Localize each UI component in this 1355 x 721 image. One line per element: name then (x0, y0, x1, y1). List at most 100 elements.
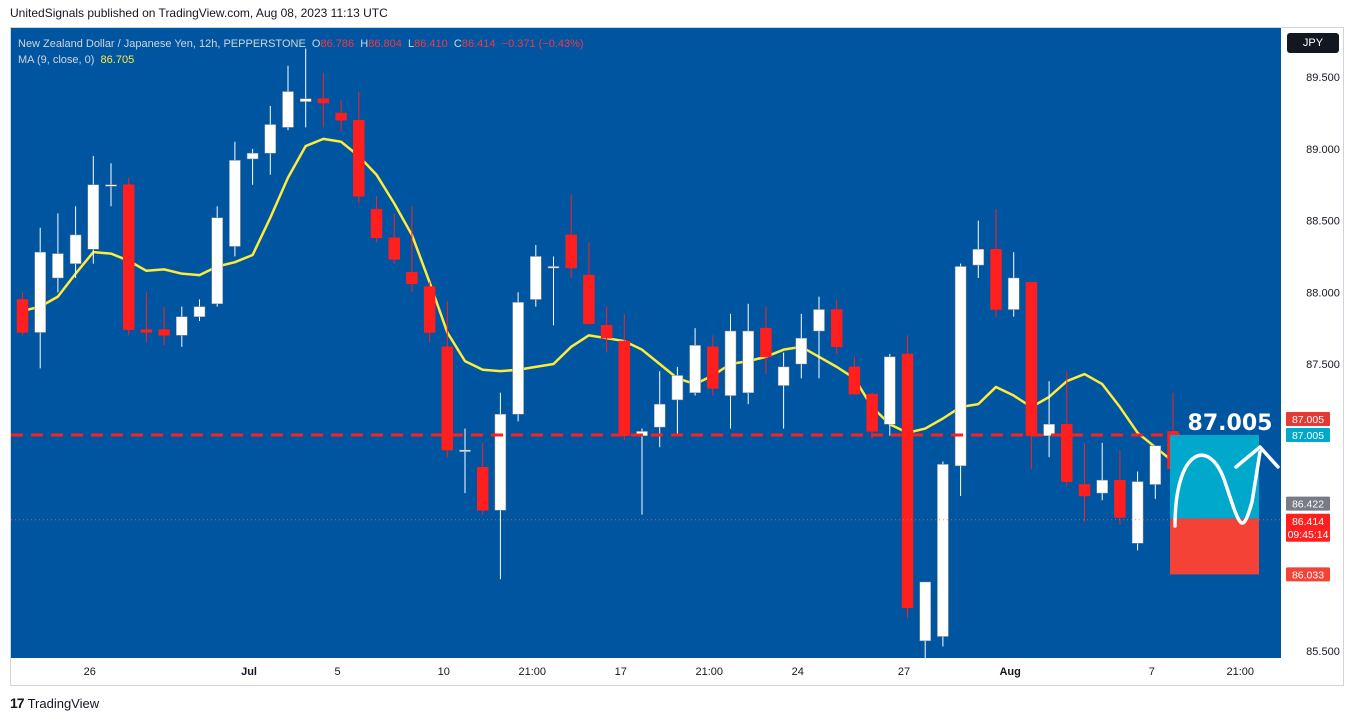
candle (176, 306, 188, 347)
currency-button[interactable]: JPY (1287, 33, 1339, 53)
candle (565, 194, 577, 278)
arrow-head-icon (1234, 445, 1280, 469)
target-zone-box (1170, 434, 1259, 519)
candle-body (476, 467, 489, 511)
time-axis-background (11, 658, 1281, 685)
candle-body (653, 403, 666, 428)
candle (742, 303, 754, 405)
candle (1061, 371, 1073, 486)
candle (707, 335, 719, 396)
candle (583, 242, 595, 325)
candle-body (423, 286, 436, 333)
candle-body (1149, 445, 1162, 485)
legend-symbol: New Zealand Dollar / Japanese Yen, 12h, … (18, 38, 306, 50)
time-tick-label: 21:00 (1226, 666, 1254, 678)
candle (830, 299, 843, 354)
time-tick-label: 26 (84, 666, 96, 678)
candle (954, 263, 967, 496)
candle-body (600, 325, 613, 339)
candle-body (246, 152, 259, 160)
candle (671, 366, 684, 436)
candle (1007, 252, 1020, 317)
time-tick-label: 24 (792, 666, 804, 678)
candle-body (795, 337, 808, 365)
candle (618, 313, 631, 441)
candle (87, 156, 100, 264)
bar-countdown: 09:45:14 (1288, 529, 1329, 541)
candle-body (707, 346, 719, 389)
candle-body (671, 375, 684, 401)
legend-low-value: 86.410 (414, 38, 448, 50)
time-tick-label: 17 (615, 666, 627, 678)
candle (1096, 442, 1108, 501)
candle-body (1025, 282, 1038, 436)
candle-body (565, 234, 577, 269)
candle-body (229, 160, 241, 247)
candle (530, 244, 542, 307)
candle-body (353, 119, 365, 197)
candle (884, 353, 896, 436)
candle (813, 296, 825, 379)
candle-body (299, 98, 312, 102)
time-tick-label: Aug (999, 666, 1020, 678)
candle-body (1114, 479, 1126, 518)
candle-body (1096, 479, 1108, 494)
candle (105, 163, 117, 207)
candle (760, 306, 772, 375)
candle (193, 299, 206, 321)
candle-body (777, 366, 790, 386)
candle (990, 209, 1002, 317)
candle-body (1007, 277, 1020, 310)
candle-body (972, 249, 985, 266)
legend-open-label: O (311, 38, 321, 50)
target-axis-badge-bg (1286, 411, 1330, 426)
candle (689, 328, 701, 396)
time-tick-label: 5 (334, 666, 340, 678)
candle (423, 282, 436, 343)
candle-body (406, 271, 418, 284)
price-tick-label: 85.500 (1306, 646, 1340, 658)
candle-body (547, 266, 560, 269)
candle-body (901, 353, 914, 609)
candle (16, 292, 29, 336)
candle-body (317, 98, 330, 104)
candle (122, 177, 135, 336)
candle-body (264, 124, 277, 154)
candle-body (689, 345, 701, 393)
candle (512, 292, 524, 422)
candle-body (724, 330, 737, 396)
candle (795, 313, 808, 379)
candle (353, 91, 365, 204)
candle (299, 48, 312, 128)
candle (52, 213, 64, 293)
candle (282, 65, 294, 131)
last-price-badge-bg (1286, 513, 1330, 542)
candle-body (937, 464, 949, 637)
time-tick-label: 7 (1149, 666, 1155, 678)
candle (600, 306, 613, 353)
candle-body (848, 366, 861, 395)
candle-body (530, 256, 542, 300)
candle (69, 206, 82, 278)
candle-body (459, 449, 471, 452)
candle (547, 256, 560, 326)
price-tick-label: 89.500 (1306, 72, 1340, 84)
candle-body (388, 237, 400, 260)
tradingview-brand: TradingView (27, 695, 100, 711)
candle (246, 148, 259, 185)
candle-body (512, 302, 524, 415)
candle (264, 105, 277, 175)
legend-high-label: H (360, 38, 369, 50)
candle (158, 306, 170, 346)
candle-body (16, 299, 29, 333)
candle-body (282, 91, 294, 128)
candlestick-chart[interactable]: 87.005 89.500 89.000 88.500 88.000 87.500 85.… (10, 27, 1344, 686)
last-price-badge: 86.414 (1292, 516, 1324, 528)
candle-body (742, 330, 754, 393)
legend-close-value: 86.414 (461, 38, 496, 50)
candle-body (954, 266, 967, 467)
candle (335, 100, 347, 132)
candle-body (618, 340, 631, 436)
candle-body (1078, 484, 1091, 497)
candle (140, 292, 153, 343)
